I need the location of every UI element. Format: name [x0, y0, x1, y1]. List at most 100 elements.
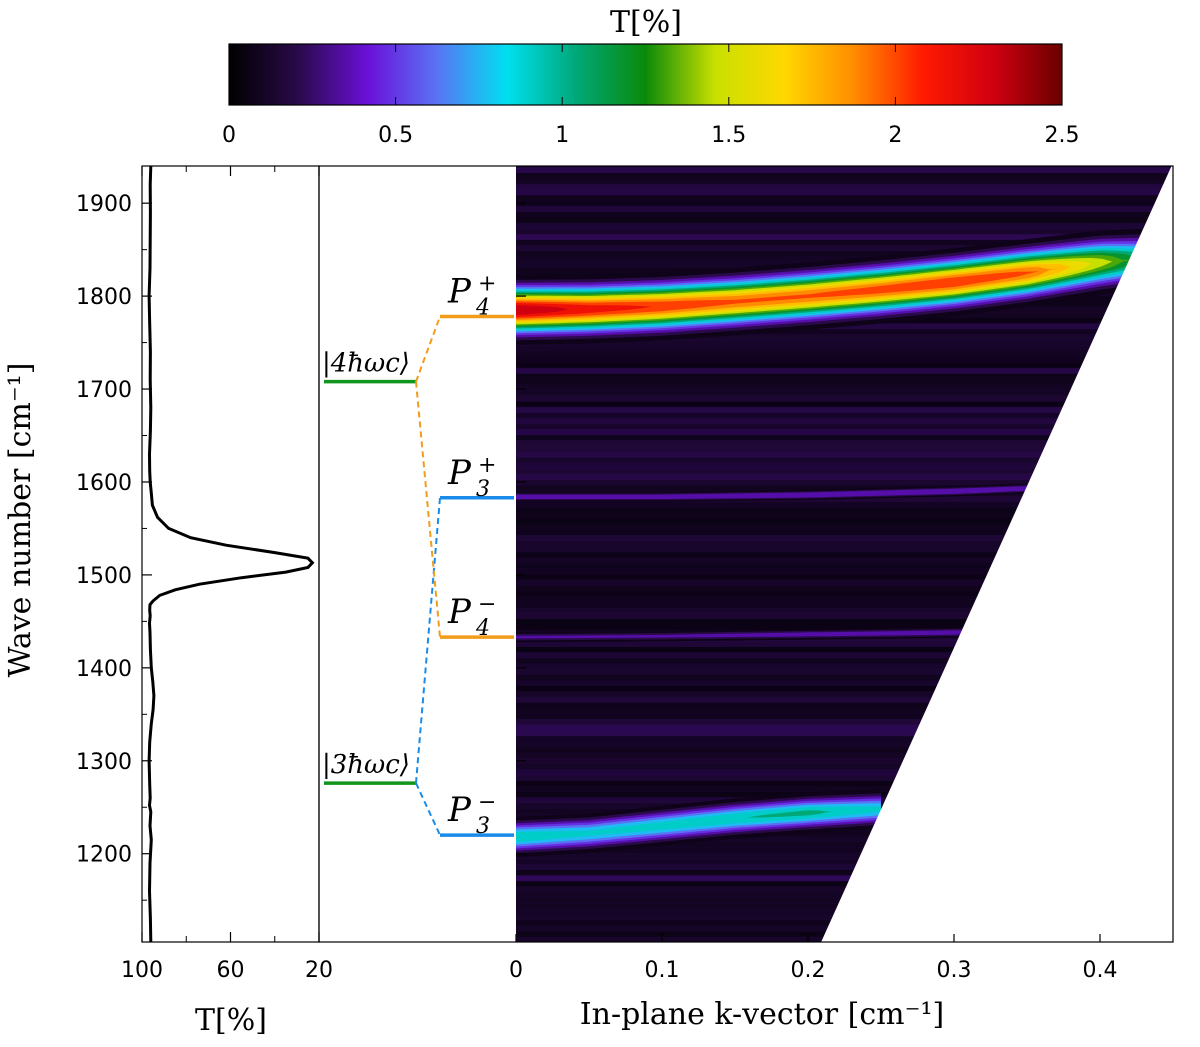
noise-band [516, 590, 1173, 597]
noise-band [516, 785, 1173, 792]
noise-band [516, 730, 1173, 737]
noise-band [516, 345, 1173, 352]
noise-band [516, 172, 1173, 179]
noise-band [516, 362, 1173, 369]
noise-band [516, 573, 1173, 581]
noise-band [516, 562, 1173, 569]
noise-band [516, 518, 1173, 525]
noise-band [516, 484, 1173, 491]
noise-band [516, 205, 1173, 213]
noise-band [516, 713, 1173, 720]
polariton-level-label: P [447, 790, 472, 830]
noise-band [516, 601, 1173, 608]
noise-band [516, 451, 1173, 458]
noise-band [516, 841, 1173, 848]
x-tick-label: 0.3 [937, 958, 972, 983]
polariton-level-label: P [447, 272, 472, 312]
noise-band [516, 568, 1173, 575]
noise-band [516, 183, 1173, 190]
branch-contour [516, 809, 881, 837]
branch-contour [516, 258, 1144, 318]
colorbar-tick-label: 1 [555, 123, 569, 148]
noise-band [516, 752, 1173, 759]
noise-band [516, 356, 1173, 363]
noise-band [516, 540, 1173, 547]
y-tick-label: 1500 [76, 564, 132, 589]
noise-band [516, 875, 1173, 882]
energy-level-labels: |4ħωc⟩|3ħωc⟩P +4P +3P −4P −3 [322, 272, 496, 840]
noise-band [516, 328, 1173, 335]
noise-band [516, 763, 1173, 770]
colorbar-tick-label: 0.5 [378, 123, 413, 148]
y-axis-title: Wave number [cm⁻¹] [3, 363, 38, 678]
noise-band [516, 674, 1173, 681]
energy-level-diagram [324, 314, 514, 837]
noise-band [516, 613, 1173, 620]
noise-band [516, 434, 1173, 441]
noise-band [516, 501, 1173, 508]
noise-band [516, 869, 1173, 876]
colorbar-tick-labels: 0 0.5 1 1.5 2 2.5 [222, 123, 1080, 148]
noise-band [516, 417, 1173, 424]
noise-band [516, 233, 1173, 240]
noise-band [516, 440, 1173, 447]
y-tick-label: 1400 [76, 657, 132, 682]
y-tick-label: 1600 [76, 471, 132, 496]
colorbar-tick-label: 2.5 [1045, 123, 1080, 148]
noise-band [516, 707, 1173, 714]
noise-band [516, 863, 1173, 871]
x-axis-tick-labels-transmission: 100 60 20 [121, 958, 333, 983]
noise-band [516, 456, 1173, 463]
noise-band [516, 780, 1173, 787]
noise-band [516, 334, 1173, 341]
noise-band [516, 406, 1173, 413]
noise-band [516, 222, 1173, 229]
noise-band [516, 769, 1173, 776]
noise-band [516, 596, 1173, 603]
noise-band [516, 473, 1173, 480]
noise-band [516, 178, 1173, 185]
noise-band [516, 624, 1173, 631]
branch-P4+ [516, 228, 1144, 345]
y-tick-label: 1300 [76, 750, 132, 775]
noise-band [516, 445, 1173, 452]
x-tick-label: 100 [121, 958, 163, 983]
noise-band [516, 663, 1173, 670]
noise-band [516, 646, 1173, 653]
noise-band [516, 691, 1173, 698]
noise-band [516, 423, 1173, 430]
noise-band [516, 462, 1173, 469]
noise-band [516, 724, 1173, 731]
y-tick-label: 1700 [76, 378, 132, 403]
branch-P4− [516, 626, 984, 643]
noise-band [516, 551, 1173, 558]
noise-band [516, 685, 1173, 692]
coupling-dashed-line [415, 381, 441, 638]
polariton-level-label-sub: 4 [475, 616, 490, 641]
noise-band [516, 378, 1173, 385]
noise-band [516, 384, 1173, 391]
x-axis-tick-labels-k: 0 0.1 0.2 0.3 0.4 [509, 958, 1118, 983]
noise-band [516, 166, 1173, 174]
colorbar-tick-label: 2 [888, 123, 902, 148]
noise-band [516, 657, 1173, 664]
noise-band [516, 429, 1173, 436]
coupling-dashed-line [415, 316, 441, 382]
noise-band [516, 652, 1173, 659]
polariton-branches [516, 228, 1144, 857]
noise-band [516, 741, 1173, 748]
noise-band [516, 668, 1173, 675]
noise-band [516, 858, 1173, 865]
polariton-level-label-sup: − [478, 790, 496, 815]
noise-band [516, 757, 1173, 765]
bare-level-label: |3ħωc⟩ [322, 750, 410, 780]
noise-band [516, 373, 1173, 380]
noise-band [516, 512, 1173, 519]
x-tick-label: 20 [305, 958, 333, 983]
transmission-curve [147, 166, 315, 942]
x-tick-label: 60 [217, 958, 245, 983]
polariton-level-label-sup: + [478, 453, 496, 478]
noise-band [516, 200, 1173, 207]
noise-band [516, 350, 1173, 358]
colorbar-tick-label: 1.5 [711, 123, 746, 148]
